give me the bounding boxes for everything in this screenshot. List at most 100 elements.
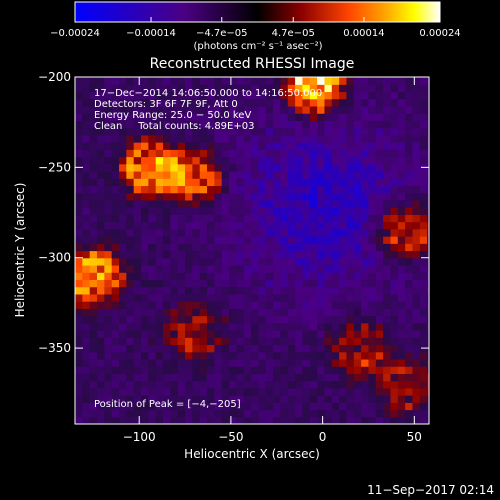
heatmap-cell [185, 156, 193, 165]
heatmap-cell [155, 264, 164, 273]
heatmap-cell [302, 272, 311, 281]
heatmap-cell [309, 301, 318, 309]
heatmap-cell [89, 293, 98, 302]
heatmap-cell [192, 221, 201, 230]
heatmap-cell [405, 395, 414, 403]
heatmap-cell [353, 315, 362, 324]
heatmap-cell [390, 192, 399, 201]
heatmap-cell [126, 315, 135, 324]
heatmap-cell [89, 84, 98, 93]
heatmap-cell [119, 84, 127, 93]
heatmap-cell [177, 308, 186, 317]
heatmap-cell [412, 315, 421, 324]
heatmap-cell [397, 221, 406, 230]
heatmap-cell [119, 366, 127, 374]
heatmap-cell [243, 84, 252, 93]
heatmap-cell [287, 163, 296, 172]
heatmap-cell [199, 351, 208, 360]
heatmap-cell [375, 416, 384, 424]
heatmap-cell [390, 214, 399, 223]
heatmap-cell [375, 308, 384, 317]
heatmap-cell [317, 315, 326, 324]
heatmap-cell [346, 402, 355, 411]
heatmap-cell [192, 243, 201, 252]
heatmap-cell [287, 91, 296, 100]
heatmap-cell [295, 301, 304, 309]
heatmap-cell [119, 322, 127, 331]
heatmap-cell [346, 113, 355, 121]
heatmap-cell [170, 221, 179, 230]
heatmap-cell [111, 221, 120, 230]
heatmap-cell [177, 322, 186, 331]
heatmap-cell [324, 293, 333, 302]
heatmap-cell [412, 272, 421, 281]
heatmap-cell [111, 207, 120, 215]
heatmap-cell [170, 308, 179, 317]
heatmap-cell [258, 330, 267, 338]
heatmap-cell [405, 127, 414, 136]
heatmap-cell [192, 337, 201, 346]
heatmap-cell [302, 286, 311, 295]
heatmap-cell [405, 178, 414, 187]
heatmap-cell [419, 264, 428, 273]
heatmap-cell [339, 293, 348, 302]
heatmap-cell [273, 344, 282, 353]
heatmap-cell [302, 395, 311, 403]
heatmap-cell [236, 286, 245, 295]
heatmap-cell [251, 77, 260, 85]
heatmap-cell [353, 301, 362, 309]
heatmap-cell [236, 91, 245, 100]
heatmap-cell [280, 185, 289, 194]
heatmap-cell [317, 228, 326, 237]
heatmap-cell [243, 330, 252, 338]
heatmap-cell [229, 257, 238, 266]
heatmap-cell [214, 163, 223, 172]
heatmap-cell [339, 337, 348, 346]
heatmap-cell [258, 84, 267, 93]
heatmap-cell [251, 402, 260, 411]
heatmap-cell [185, 228, 193, 237]
heatmap-cell [375, 134, 384, 143]
heatmap-cell [295, 77, 304, 85]
heatmap-cell [427, 279, 429, 288]
heatmap-cell [412, 293, 421, 302]
heatmap-cell [273, 250, 282, 259]
heatmap-cell [339, 98, 348, 107]
heatmap-cell [317, 409, 326, 418]
heatmap-cell [295, 308, 304, 317]
heatmap-cell [119, 264, 127, 273]
heatmap-cell [111, 91, 120, 100]
heatmap-cell [155, 170, 164, 179]
heatmap-cell [251, 214, 260, 223]
heatmap-cell [236, 315, 245, 324]
heatmap-cell [82, 243, 91, 252]
heatmap-cell [229, 77, 238, 85]
heatmap-cell [104, 264, 113, 273]
heatmap-cell [229, 344, 238, 353]
heatmap-cell [427, 416, 429, 424]
heatmap-cell [390, 178, 399, 187]
heatmap-cell [368, 315, 377, 324]
heatmap-cell [405, 243, 414, 252]
heatmap-cell [133, 373, 142, 382]
heatmap-cell [280, 373, 289, 382]
heatmap-cell [111, 286, 120, 295]
heatmap-cell [97, 315, 105, 324]
heatmap-cell [412, 156, 421, 165]
heatmap-cell [390, 286, 399, 295]
heatmap-cell [346, 228, 355, 237]
heatmap-cell [405, 286, 414, 295]
heatmap-cell [258, 199, 267, 208]
heatmap-cell [89, 373, 98, 382]
heatmap-cell [148, 366, 157, 374]
heatmap-cell [287, 380, 296, 389]
heatmap-cell [148, 207, 157, 215]
heatmap-cell [141, 402, 149, 411]
y-tick-label: −200 [38, 70, 71, 84]
heatmap-cell [317, 402, 326, 411]
heatmap-cell [309, 366, 318, 374]
heatmap-cell [397, 293, 406, 302]
heatmap-cell [302, 105, 311, 114]
heatmap-cell [353, 250, 362, 259]
heatmap-cell [331, 105, 340, 114]
